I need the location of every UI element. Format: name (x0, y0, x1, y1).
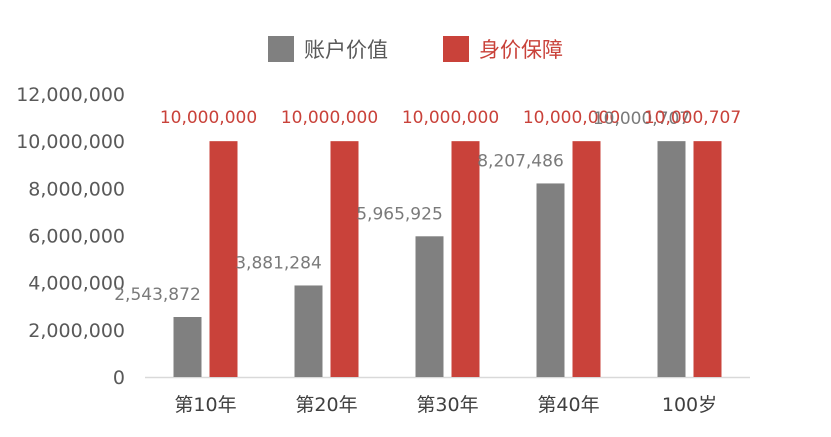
bar-protection (330, 141, 359, 377)
y-tick-label: 8,000,000 (28, 178, 125, 200)
y-tick-label: 6,000,000 (28, 226, 125, 248)
bar-protection (209, 141, 238, 377)
x-category-label: 100岁 (662, 394, 717, 416)
bar-protection (451, 141, 480, 377)
data-label: 10,000,000 (160, 108, 257, 128)
legend-item-account-value: 账户价值 (268, 34, 388, 64)
bar-account-value (415, 236, 444, 377)
x-category-label: 第30年 (416, 394, 478, 416)
y-tick-label: 4,000,000 (28, 273, 125, 295)
data-label: 10,000,000 (402, 108, 499, 128)
bar-account-value (173, 317, 202, 377)
data-label: 5,965,925 (356, 204, 443, 224)
data-label: 10,000,000 (281, 108, 378, 128)
x-category-label: 第20年 (295, 394, 357, 416)
data-label: 2,543,872 (114, 285, 201, 305)
bar-protection (693, 141, 722, 377)
data-label: 10,000,000 (523, 108, 620, 128)
y-tick-label: 0 (113, 367, 125, 389)
legend: 账户价值 身价保障 (0, 34, 831, 64)
legend-item-protection: 身价保障 (443, 34, 563, 64)
legend-label-protection: 身价保障 (479, 38, 563, 62)
x-category-label: 第10年 (174, 394, 236, 416)
legend-swatch-account-value (268, 36, 294, 62)
data-label: 10,000,707 (644, 108, 741, 128)
legend-label-account-value: 账户价值 (304, 38, 388, 62)
legend-swatch-protection (443, 36, 469, 62)
x-category-label: 第40年 (537, 394, 599, 416)
y-tick-label: 2,000,000 (28, 320, 125, 342)
y-tick-label: 10,000,000 (16, 131, 125, 153)
y-tick-label: 12,000,000 (16, 84, 125, 106)
bar-account-value (657, 141, 686, 377)
data-label: 8,207,486 (477, 151, 564, 171)
bar-protection (572, 141, 601, 377)
data-label: 10,000,707 (593, 109, 690, 129)
data-label: 3,881,284 (235, 253, 322, 273)
bar-account-value (294, 285, 323, 377)
bar-account-value (536, 183, 565, 377)
